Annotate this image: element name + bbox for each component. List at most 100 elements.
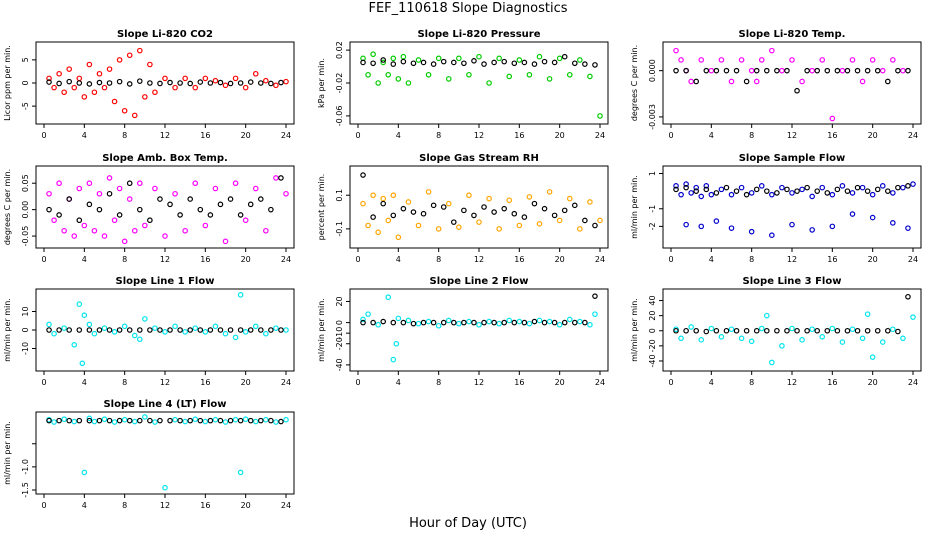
data-point xyxy=(242,416,249,423)
hourly-point xyxy=(76,80,83,86)
data-point xyxy=(476,53,482,60)
y-tick-label: -1.5 xyxy=(21,482,30,498)
data-point xyxy=(51,419,57,425)
x-tick-label: 4 xyxy=(396,131,401,140)
x-tick-label: 4 xyxy=(709,131,714,140)
hourly-point xyxy=(66,327,73,333)
hourly-point xyxy=(521,319,528,326)
x-tick-label: 8 xyxy=(436,131,441,140)
hourly-point xyxy=(116,417,123,424)
data-point xyxy=(273,82,279,89)
hourly-point xyxy=(733,188,740,194)
hourly-point xyxy=(521,59,528,66)
hourly-point xyxy=(461,60,467,67)
data-point xyxy=(142,414,148,420)
y-axis-label: ml/min per min. xyxy=(3,298,12,362)
hourly-point xyxy=(207,327,214,333)
hourly-point xyxy=(561,319,568,326)
hourly-point xyxy=(227,327,234,333)
data-point xyxy=(76,301,83,307)
data-point xyxy=(252,185,259,192)
data-point xyxy=(263,77,269,84)
data-point xyxy=(693,184,700,191)
hourly-point xyxy=(126,81,133,87)
x-tick-label: 16 xyxy=(827,378,837,387)
hourly-point xyxy=(207,212,214,218)
hourly-point xyxy=(360,172,366,178)
data-point xyxy=(728,191,735,198)
data-point xyxy=(385,71,392,78)
data-point xyxy=(546,76,553,82)
data-point xyxy=(380,59,387,66)
hourly-point xyxy=(450,59,457,66)
hourly-point xyxy=(471,57,477,64)
x-tick-label: 0 xyxy=(41,131,46,140)
x-tick-label: 12 xyxy=(474,131,484,140)
hourly-point xyxy=(106,417,113,424)
hourly-point xyxy=(895,184,901,191)
hourly-point xyxy=(440,204,447,210)
data-point xyxy=(577,57,583,63)
data-point xyxy=(162,484,168,491)
data-point xyxy=(101,84,108,91)
hourly-point xyxy=(420,59,427,66)
data-point xyxy=(425,189,432,195)
data-point xyxy=(496,55,502,62)
y-tick-label: -10 xyxy=(21,342,30,355)
data-point xyxy=(61,416,67,423)
y-tick-label: 0.1 xyxy=(335,189,344,202)
hourly-point xyxy=(136,78,143,84)
data-point xyxy=(252,323,259,330)
data-point xyxy=(380,195,387,202)
y-axis-label: ml/min per min. xyxy=(3,421,12,485)
hourly-point xyxy=(430,319,437,326)
data-point xyxy=(126,52,133,59)
hourly-point xyxy=(814,188,821,194)
y-tick-label: -20 xyxy=(335,337,344,350)
data-point xyxy=(738,57,745,63)
x-tick-label: 12 xyxy=(160,131,170,140)
hourly-point xyxy=(592,222,598,229)
data-point xyxy=(395,234,402,241)
hourly-point xyxy=(46,79,52,85)
hourly-point xyxy=(511,210,518,217)
hourly-point xyxy=(430,202,437,209)
hourly-point xyxy=(824,67,831,74)
hourly-point xyxy=(864,327,871,334)
hourly-point xyxy=(400,58,407,65)
data-point xyxy=(769,232,775,238)
data-point xyxy=(839,183,846,189)
data-point xyxy=(56,180,62,187)
y-axis-label: ml/min per min. xyxy=(630,175,639,239)
x-tick-label: 16 xyxy=(514,255,524,264)
data-point xyxy=(738,335,745,342)
data-point xyxy=(61,325,67,331)
hourly-point xyxy=(703,186,710,193)
hourly-point xyxy=(693,327,700,334)
data-point xyxy=(172,190,178,197)
data-point xyxy=(698,193,705,200)
hourly-point xyxy=(814,327,821,334)
hourly-point xyxy=(96,327,103,333)
plot-frame xyxy=(349,288,609,372)
data-point xyxy=(96,70,103,77)
data-point xyxy=(71,233,78,239)
data-point xyxy=(900,67,906,74)
data-point xyxy=(131,332,138,339)
data-point xyxy=(131,112,138,119)
hourly-point xyxy=(461,319,467,326)
x-tick-label: 0 xyxy=(41,378,46,387)
data-point xyxy=(131,418,138,425)
data-point xyxy=(283,78,289,85)
x-tick-label: 24 xyxy=(908,131,918,140)
hourly-point xyxy=(763,327,770,334)
data-point xyxy=(718,186,725,193)
plot-frame xyxy=(35,41,295,125)
x-tick-label: 12 xyxy=(474,378,484,387)
data-point xyxy=(678,57,684,63)
data-point xyxy=(456,224,462,230)
y-tick-label: 1 xyxy=(648,171,657,176)
x-tick-label: 24 xyxy=(281,131,291,140)
x-tick-label: 4 xyxy=(82,501,87,510)
data-point xyxy=(66,66,73,72)
